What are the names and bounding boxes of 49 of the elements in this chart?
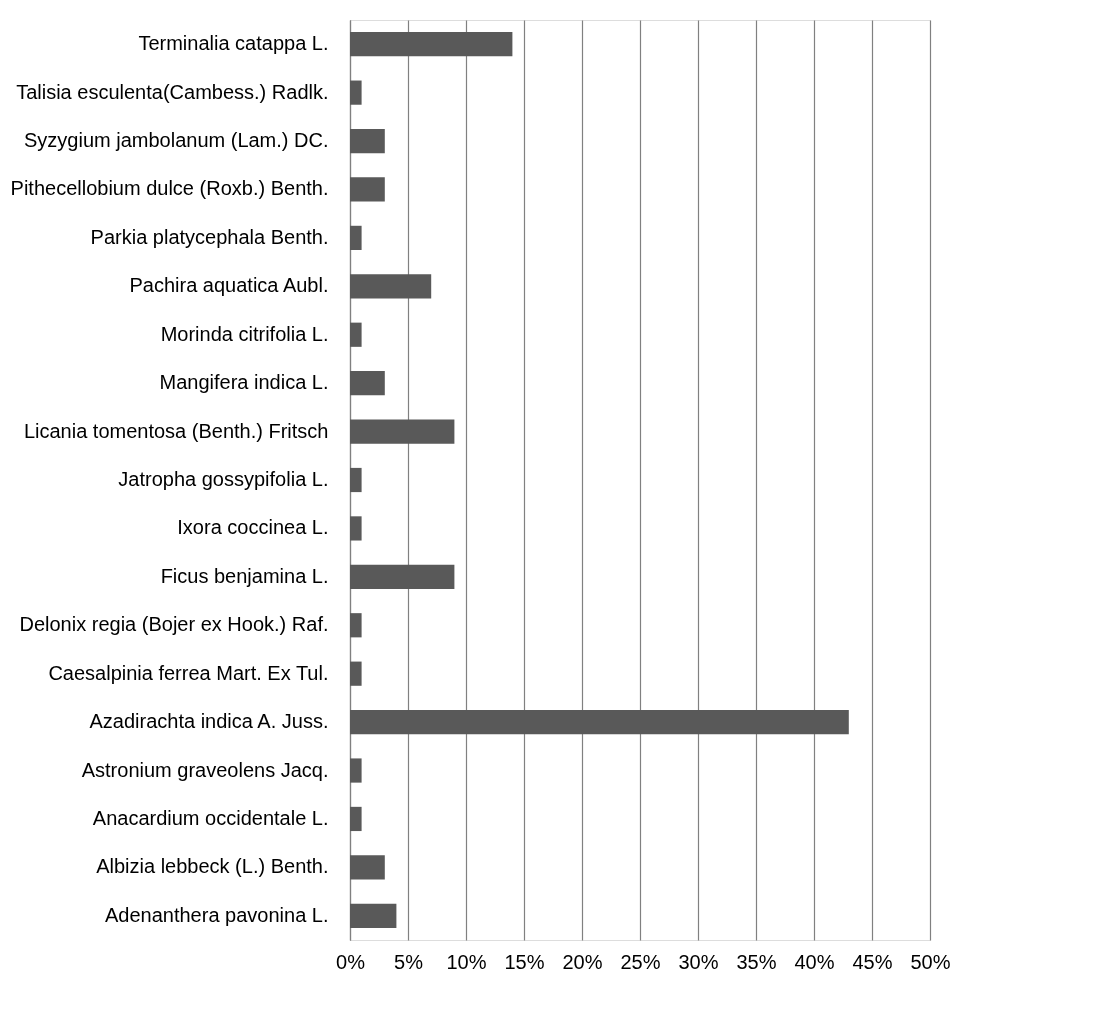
- bar: [350, 661, 362, 686]
- x-tick-label: 45%: [852, 950, 893, 973]
- bar: [350, 274, 432, 299]
- y-tick-label: Anacardium occidentale L.: [92, 806, 329, 829]
- y-tick-label: Delonix regia (Bojer ex Hook.) Raf.: [19, 613, 329, 636]
- bar: [350, 806, 362, 832]
- bar: [350, 710, 849, 735]
- bar: [350, 903, 397, 928]
- x-tick-label: 50%: [910, 950, 951, 973]
- x-tick-label: 15%: [504, 950, 545, 973]
- x-tick-label: 5%: [394, 950, 424, 973]
- y-tick-label: Adenanthera pavonina L.: [104, 903, 329, 926]
- bar: [350, 467, 362, 493]
- x-tick-label: 25%: [620, 950, 661, 973]
- bar: [350, 32, 513, 57]
- y-tick-label: Pachira aquatica Aubl.: [129, 274, 329, 297]
- y-tick-label: Ficus benjamina L.: [160, 564, 329, 587]
- x-tick-label: 20%: [562, 950, 603, 973]
- y-tick-label: Caesalpinia ferrea Mart. Ex Tul.: [48, 661, 329, 684]
- bar: [350, 758, 362, 783]
- bar: [350, 419, 455, 444]
- bar: [350, 564, 455, 589]
- bar: [350, 177, 385, 202]
- bar: [350, 371, 385, 396]
- y-tick-label: Ixora coccinea L.: [177, 516, 329, 539]
- y-tick-label: Jatropha gossypifolia L.: [118, 468, 329, 490]
- y-tick-label: Licania tomentosa (Benth.) Fritsch: [23, 419, 329, 442]
- x-tick-label: 0%: [336, 950, 366, 973]
- x-tick-label: 40%: [794, 950, 835, 973]
- bar: [350, 128, 385, 154]
- bar: [350, 225, 362, 250]
- y-tick-label: Talisia esculenta(Cambess.) Radlk.: [16, 80, 329, 103]
- bar: [350, 613, 362, 638]
- y-tick-label: Azadirachta indica A. Juss.: [89, 710, 329, 733]
- y-tick-label: Albizia lebbeck (L.) Benth.: [96, 855, 329, 878]
- bar: [350, 516, 362, 541]
- y-tick-label: Terminalia catappa L.: [138, 32, 329, 55]
- x-tick-label: 30%: [678, 950, 719, 973]
- x-tick-label: 10%: [446, 950, 487, 973]
- bar: [350, 322, 362, 347]
- bar: [350, 855, 385, 880]
- x-tick-label: 35%: [736, 950, 777, 973]
- y-tick-label: Mangifera indica L.: [159, 371, 329, 394]
- bar: [350, 80, 362, 105]
- y-tick-label: Astronium graveolens Jacq.: [81, 758, 329, 781]
- y-tick-label: Syzygium jambolanum (Lam.) DC.: [23, 129, 329, 152]
- y-tick-label: Morinda citrifolia L.: [160, 322, 329, 345]
- y-tick-label: Parkia platycephala Benth.: [90, 225, 329, 248]
- y-tick-label: Pithecellobium dulce (Roxb.) Benth.: [10, 177, 329, 200]
